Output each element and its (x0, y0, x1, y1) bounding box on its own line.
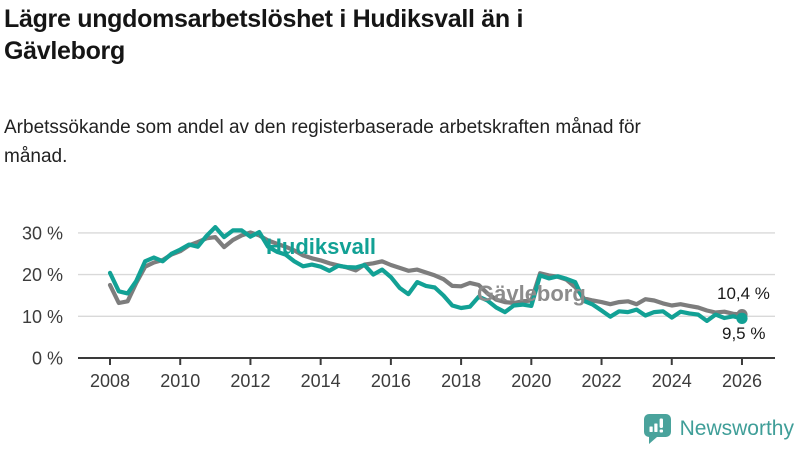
end-value-hudiksvall: 9,5 % (722, 324, 766, 343)
line-gävleborg (107, 230, 745, 317)
newsworthy-brand[interactable]: Newsworthy (643, 413, 794, 445)
x-tick-label: 2016 (371, 371, 411, 391)
page-subtitle: Arbetssökande som andel av den registerb… (4, 117, 641, 168)
y-tick-label: 30 % (22, 223, 63, 243)
x-tick-label: 2012 (230, 371, 270, 391)
newsworthy-logo-icon (643, 414, 671, 444)
series-label-hudiksvall: Hudiksvall (266, 234, 377, 259)
end-value-gavleborg: 10,4 % (717, 284, 770, 303)
y-tick-label: 10 % (22, 307, 63, 327)
x-tick-label: 2010 (160, 371, 200, 391)
newsworthy-wordmark: Newsworthy (679, 417, 794, 440)
y-tick-label: 20 % (22, 265, 63, 285)
x-tick-label: 2020 (511, 371, 551, 391)
series-label-gavleborg: Gävleborg (477, 281, 586, 306)
chart-area: 0 % 10 % 20 % 30 % 2008 2010 2012 2014 2016 2018 2… (0, 205, 800, 400)
x-tick-label: 2026 (722, 371, 762, 391)
line-hudiksvall (107, 225, 745, 324)
x-tick-label: 2014 (301, 371, 341, 391)
x-tick-label: 2008 (90, 371, 130, 391)
x-tick-label: 2024 (652, 371, 692, 391)
y-tick-label: 0 % (32, 349, 63, 369)
page-title: Lägre ungdomsarbetslöshet i Hudiksvall ä… (4, 5, 524, 65)
unemployment-line-chart: 0 % 10 % 20 % 30 % 2008 2010 2012 2014 2016 2018 2… (22, 223, 775, 391)
end-dot-hudiksvall (736, 312, 748, 324)
x-tick-label: 2018 (441, 371, 481, 391)
x-tick-label: 2022 (582, 371, 622, 391)
